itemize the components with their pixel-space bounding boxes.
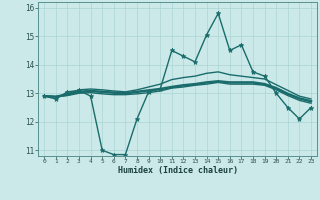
X-axis label: Humidex (Indice chaleur): Humidex (Indice chaleur) (118, 166, 238, 175)
